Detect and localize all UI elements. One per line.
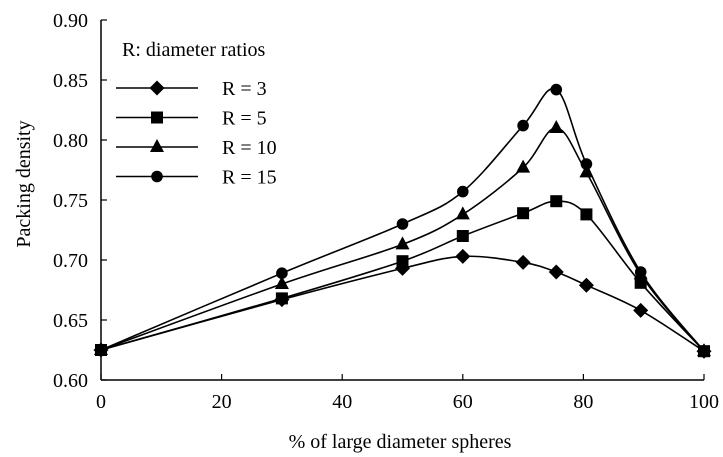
data-point-square (456, 230, 469, 242)
data-point-triangle (579, 164, 594, 178)
legend-marker-diamond (149, 80, 165, 96)
data-point-circle (634, 266, 647, 278)
y-tick-label: 0.70 (53, 250, 88, 272)
axes: 0 20 40 60 80 100 0.60 0.65 0.70 0.75 0.80 0.85 0.90 (53, 10, 719, 413)
y-tick-label: 0.75 (53, 190, 88, 212)
data-point-square (634, 276, 647, 289)
y-axis-title: Packing density (13, 120, 35, 247)
data-point-circle (276, 267, 288, 280)
y-tick-label: 0.85 (53, 70, 88, 92)
x-tick-label: 0 (96, 391, 106, 413)
data-point-circle (580, 158, 593, 170)
y-tick-label: 0.65 (53, 310, 88, 332)
data-point-circle (95, 344, 107, 356)
data-point-circle (698, 345, 710, 358)
data-point-triangle (395, 236, 410, 250)
data-point-triangle (516, 159, 531, 173)
x-tick-label: 20 (212, 391, 232, 413)
data-point-diamond (515, 254, 531, 270)
legend-items: R = 3 R = 5 R = 10 R = 15 (116, 78, 277, 189)
data-point-diamond (548, 264, 564, 280)
data-point-diamond (633, 302, 649, 318)
data-point-circle (517, 119, 529, 132)
data-point-diamond (578, 277, 594, 293)
x-axis-title: % of large diameter spheres (289, 431, 512, 453)
legend-label: R = 15 (222, 167, 277, 189)
x-tick-label: 100 (689, 391, 719, 413)
data-point-square (580, 208, 593, 221)
legend-label: R = 5 (222, 108, 267, 130)
data-point-triangle (549, 120, 564, 133)
y-tick-label: 0.90 (53, 10, 88, 32)
legend-marker-triangle (150, 139, 164, 152)
legend-item: R = 10 (116, 137, 277, 159)
data-point-circle (396, 218, 409, 230)
x-tick-label: 40 (332, 391, 352, 413)
data-point-circle (457, 185, 469, 198)
legend-marker-circle (151, 170, 163, 183)
series-markers (93, 83, 712, 359)
legend-marker-square (151, 111, 163, 124)
x-tick-label: 60 (453, 391, 473, 413)
legend-item: R = 15 (116, 167, 277, 189)
data-point-triangle (455, 206, 470, 220)
legend-label: R = 10 (222, 137, 277, 159)
data-point-square (517, 207, 530, 220)
legend-item: R = 5 (116, 108, 267, 130)
data-point-square (396, 255, 409, 268)
data-point-square (550, 195, 563, 208)
data-point-triangle (274, 276, 289, 289)
data-point-square (275, 292, 288, 305)
y-tick-label: 0.60 (53, 370, 88, 392)
legend: R: diameter ratios R = 3 R = 5 R = 10 R = 1… (116, 39, 277, 189)
data-point-diamond (455, 248, 471, 264)
x-tick-label: 80 (573, 391, 593, 413)
data-point-circle (550, 83, 563, 96)
legend-label: R = 3 (222, 78, 267, 100)
legend-item: R = 3 (116, 78, 267, 100)
y-tick-label: 0.80 (53, 130, 88, 152)
legend-title: R: diameter ratios (122, 39, 266, 61)
